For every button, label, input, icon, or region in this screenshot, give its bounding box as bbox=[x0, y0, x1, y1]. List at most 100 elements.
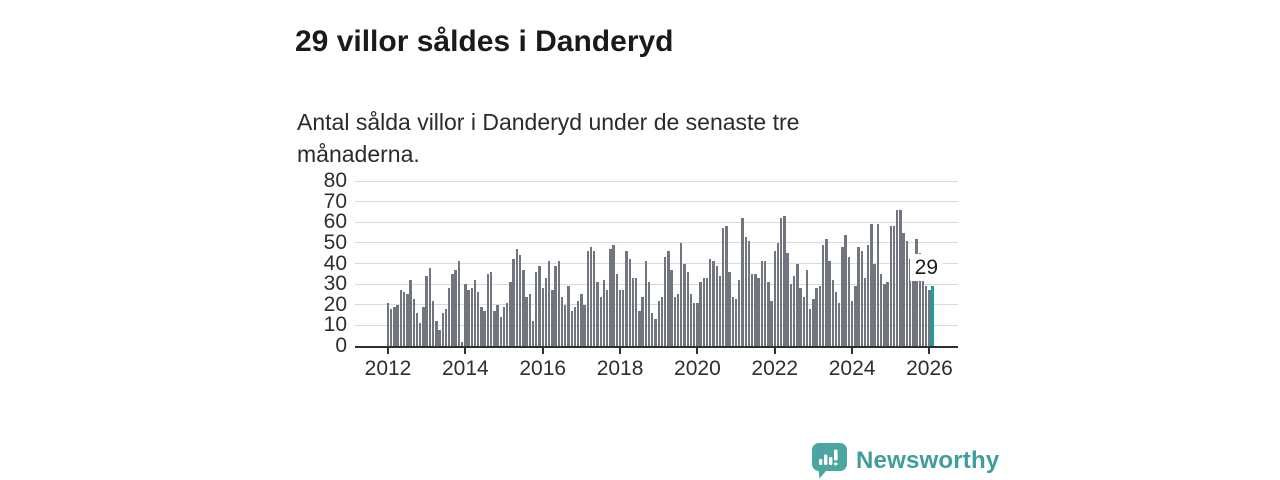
bar bbox=[496, 304, 499, 346]
bar bbox=[792, 275, 796, 346]
bar bbox=[631, 277, 635, 346]
bar bbox=[767, 282, 770, 346]
x-axis-tick-label: 2014 bbox=[441, 357, 489, 380]
bar bbox=[399, 290, 403, 346]
bar bbox=[541, 288, 544, 346]
bar bbox=[850, 300, 854, 346]
bar bbox=[625, 251, 628, 346]
x-axis-tick-label: 2012 bbox=[364, 357, 412, 380]
bar bbox=[596, 282, 599, 346]
x-axis-tick bbox=[619, 348, 622, 354]
x-axis-tick bbox=[464, 348, 467, 354]
bar bbox=[570, 310, 573, 346]
bar bbox=[860, 251, 863, 346]
bar bbox=[525, 296, 528, 346]
bar bbox=[918, 253, 921, 346]
bar bbox=[780, 218, 783, 346]
bar bbox=[470, 288, 473, 346]
bar bbox=[576, 300, 580, 346]
bar bbox=[431, 300, 435, 346]
bar bbox=[409, 280, 412, 346]
bar bbox=[660, 296, 664, 346]
highlight-value-label: 29 bbox=[909, 254, 944, 282]
y-axis-label: 10 bbox=[323, 313, 347, 337]
bar bbox=[863, 277, 867, 346]
bar bbox=[857, 247, 860, 346]
bar bbox=[428, 267, 432, 346]
bar bbox=[599, 296, 602, 346]
y-axis-label: 40 bbox=[323, 251, 347, 275]
bar bbox=[396, 304, 399, 346]
y-axis-label: 60 bbox=[323, 210, 347, 234]
bar bbox=[773, 251, 776, 346]
bar bbox=[709, 259, 712, 346]
bar bbox=[644, 261, 648, 346]
bar bbox=[876, 224, 880, 346]
bar bbox=[609, 249, 612, 346]
bar bbox=[896, 209, 899, 346]
bar bbox=[615, 273, 619, 346]
x-axis-tick-label: 2024 bbox=[828, 357, 876, 380]
bar bbox=[908, 259, 912, 346]
y-axis-label: 80 bbox=[323, 169, 347, 192]
bar bbox=[535, 271, 538, 346]
bar bbox=[805, 269, 809, 346]
bar bbox=[544, 277, 548, 346]
y-axis-label: 0 bbox=[335, 334, 347, 357]
bar bbox=[670, 269, 673, 346]
bar bbox=[734, 298, 738, 346]
bar bbox=[634, 277, 638, 346]
bar bbox=[402, 292, 406, 346]
bar bbox=[641, 296, 644, 346]
bar bbox=[580, 294, 583, 346]
bar bbox=[809, 308, 812, 346]
bar bbox=[925, 286, 928, 346]
bar bbox=[515, 249, 519, 346]
bar bbox=[912, 275, 915, 346]
bar bbox=[715, 265, 718, 346]
bar bbox=[502, 306, 506, 346]
bar bbox=[828, 261, 831, 346]
bar bbox=[480, 306, 483, 346]
bar bbox=[589, 247, 593, 346]
bar bbox=[477, 292, 480, 346]
bar bbox=[618, 290, 622, 346]
bar bbox=[464, 284, 467, 346]
bar bbox=[444, 308, 448, 346]
bar bbox=[663, 257, 667, 346]
page-title: 29 villor såldes i Danderyd bbox=[295, 25, 674, 59]
bar bbox=[889, 226, 892, 346]
bar bbox=[493, 310, 496, 346]
bar bbox=[699, 282, 702, 346]
bar bbox=[741, 218, 744, 346]
bar bbox=[647, 282, 651, 346]
gridline bbox=[355, 283, 958, 285]
chart-subtitle: Antal sålda villor i Danderyd under de s… bbox=[297, 109, 800, 167]
x-axis-tick-label: 2022 bbox=[751, 357, 799, 380]
x-axis-line bbox=[355, 346, 958, 348]
x-axis-tick bbox=[541, 348, 544, 354]
bar bbox=[799, 288, 802, 346]
bar bbox=[509, 282, 512, 346]
x-axis-tick bbox=[773, 348, 776, 354]
bar bbox=[696, 302, 699, 346]
bar bbox=[448, 288, 451, 346]
bar bbox=[415, 313, 419, 346]
bar bbox=[844, 234, 847, 346]
bar bbox=[460, 341, 464, 346]
bar bbox=[921, 269, 925, 346]
bar bbox=[518, 255, 522, 346]
newsworthy-bars-icon bbox=[812, 443, 847, 479]
bar bbox=[605, 290, 609, 346]
bar bbox=[905, 240, 909, 346]
bar bbox=[412, 298, 415, 346]
bar bbox=[815, 288, 818, 346]
bar bbox=[892, 226, 896, 346]
bar bbox=[557, 261, 560, 346]
bar bbox=[705, 277, 709, 346]
bar bbox=[622, 290, 625, 346]
bar bbox=[879, 273, 883, 346]
bar bbox=[867, 244, 870, 346]
bar bbox=[915, 238, 918, 346]
